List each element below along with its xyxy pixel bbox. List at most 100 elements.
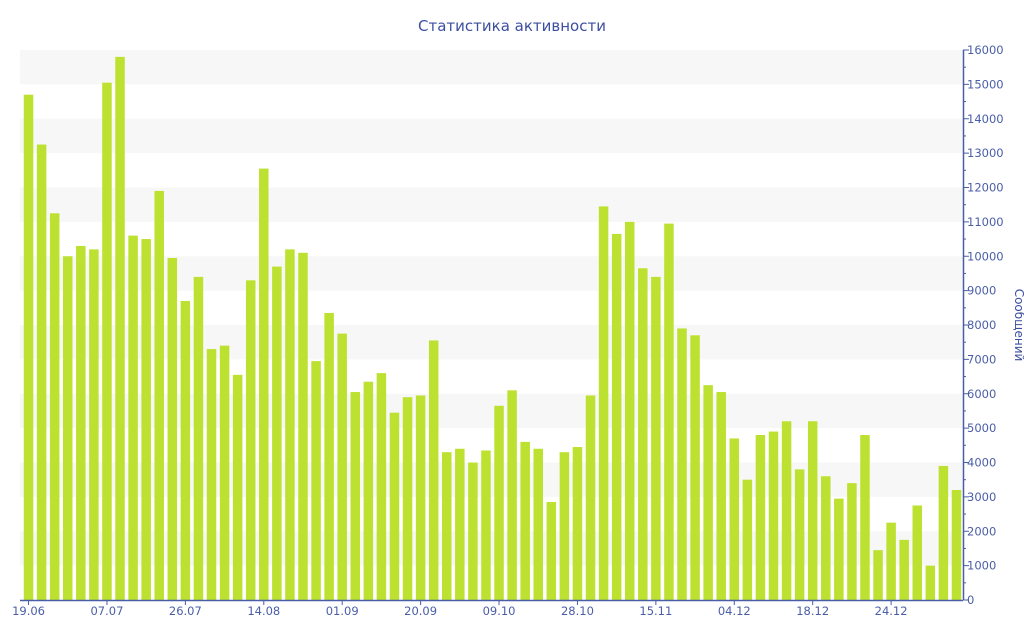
bar	[23, 94, 34, 600]
bar	[951, 490, 962, 600]
bar	[860, 435, 870, 600]
bar	[520, 441, 530, 600]
bar	[886, 522, 896, 600]
x-tick-label: 01.09	[326, 604, 359, 618]
bar	[298, 252, 308, 600]
bar	[742, 479, 753, 600]
bar	[363, 381, 374, 600]
bar	[232, 374, 243, 600]
bar	[546, 502, 557, 600]
bar	[834, 498, 844, 600]
y-tick-label: 0	[967, 593, 974, 607]
x-tick-label: 15.11	[639, 604, 672, 618]
bar	[428, 340, 439, 600]
y-tick-label: 10000	[967, 249, 1004, 263]
bar	[703, 385, 713, 600]
x-tick-label: 20.09	[404, 604, 437, 618]
grid-band	[20, 187, 963, 222]
bar	[455, 448, 465, 600]
bar	[115, 56, 125, 600]
bar	[102, 82, 112, 600]
bar	[219, 345, 230, 600]
bar	[559, 452, 570, 600]
bar	[899, 539, 909, 600]
bar	[807, 421, 818, 600]
bar	[690, 335, 700, 600]
y-tick-label: 16000	[967, 43, 1004, 57]
y-tick-label: 3000	[967, 490, 996, 504]
y-tick-label: 6000	[967, 387, 996, 401]
bar	[912, 505, 923, 600]
bar	[62, 256, 73, 600]
bar	[89, 249, 99, 600]
y-tick-label: 11000	[967, 215, 1004, 229]
bar	[507, 390, 517, 600]
bar	[598, 206, 609, 600]
bar	[442, 452, 452, 600]
grid-band	[20, 50, 963, 85]
bar	[154, 190, 164, 600]
bar	[337, 333, 347, 600]
y-tick-label: 15000	[967, 77, 1004, 91]
y-tick-label: 7000	[967, 352, 996, 366]
y-tick-label: 13000	[967, 146, 1004, 160]
bar	[716, 392, 726, 600]
x-tick-label: 24.12	[875, 604, 908, 618]
grid-band	[20, 118, 963, 154]
bar	[925, 565, 936, 600]
bar	[36, 144, 47, 600]
bar	[794, 469, 805, 600]
bar	[49, 213, 60, 600]
x-tick-label: 04.12	[718, 604, 751, 618]
bar	[611, 233, 622, 600]
x-tick-label: 19.06	[12, 604, 45, 618]
bar	[389, 412, 400, 600]
bar	[180, 300, 191, 600]
y-tick-label: 9000	[967, 284, 996, 298]
bar	[494, 405, 504, 600]
x-tick-label: 18.12	[796, 604, 829, 618]
bar	[206, 349, 217, 600]
x-tick-label: 28.10	[561, 604, 594, 618]
bar	[193, 276, 204, 600]
bar	[141, 239, 151, 600]
bar	[311, 361, 321, 600]
bar	[847, 483, 857, 600]
y-tick-label: 14000	[967, 112, 1004, 126]
x-tick-label: 14.08	[247, 604, 280, 618]
bar	[873, 550, 883, 600]
bar	[624, 221, 635, 600]
y-tick-label: 1000	[967, 559, 996, 573]
bar	[481, 450, 491, 600]
bar	[755, 435, 766, 600]
y-tick-label: 4000	[967, 456, 996, 470]
bar	[585, 395, 596, 600]
bar	[415, 395, 426, 600]
bar	[729, 438, 740, 600]
bar	[768, 431, 779, 600]
bar	[259, 168, 269, 600]
x-tick-label: 07.07	[90, 604, 123, 618]
bar	[533, 448, 543, 600]
grid-band	[20, 462, 963, 497]
grid-band	[20, 256, 963, 291]
grid-band	[20, 393, 963, 429]
bar	[128, 235, 138, 600]
grid-band	[20, 531, 963, 566]
bar	[677, 328, 687, 600]
bar	[272, 266, 282, 600]
bar	[167, 257, 178, 600]
y-tick-label: 5000	[967, 421, 996, 435]
y-tick-label: 8000	[967, 318, 996, 332]
x-tick-label: 09.10	[483, 604, 516, 618]
bar	[572, 447, 583, 600]
bar	[664, 223, 674, 600]
grid-band	[20, 325, 963, 360]
bar	[285, 249, 295, 600]
bar	[376, 373, 387, 600]
y-tick-label: 2000	[967, 524, 996, 538]
y-axis-label: Сообщений	[1012, 289, 1024, 362]
bar	[468, 462, 478, 600]
bar	[781, 421, 792, 600]
